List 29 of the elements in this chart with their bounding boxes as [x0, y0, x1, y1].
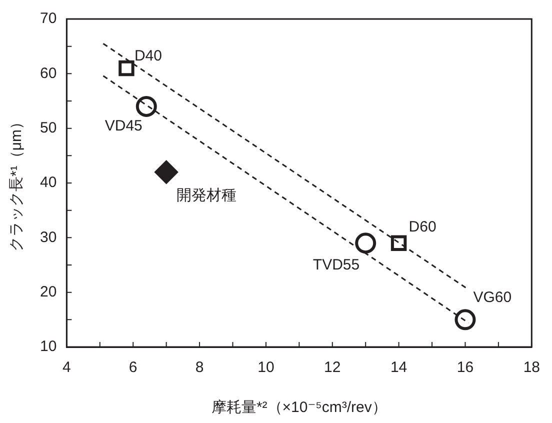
x-tick-label: 14 [390, 359, 408, 376]
point [136, 96, 157, 117]
y-axis-title: クラック長*¹（μm） [8, 114, 26, 252]
point [355, 232, 376, 254]
point [454, 309, 476, 330]
x-tick-label: 18 [523, 359, 540, 376]
y-tick-label: 10 [40, 338, 57, 356]
x-tick-label: 6 [128, 359, 138, 376]
point [154, 160, 178, 184]
x-tick-label: 8 [195, 359, 204, 376]
x-tick-label: 16 [456, 359, 474, 376]
annotation: TVD55 [312, 256, 360, 274]
point [118, 60, 134, 76]
y-tick-label: 40 [40, 174, 57, 192]
x-tick-label: 12 [324, 359, 341, 376]
x-tick-label: 4 [62, 359, 71, 376]
x-tick-label: 10 [258, 359, 274, 376]
annotation: 開発材種 [176, 187, 236, 204]
y-tick-label: 20 [40, 283, 57, 300]
y-tick-label: 50 [40, 119, 57, 136]
annotation: VG60 [473, 288, 512, 306]
y-tick-label: 70 [40, 10, 57, 28]
annotation: D60 [408, 218, 436, 236]
y-tick-label: 60 [40, 64, 57, 82]
annotation: D40 [134, 47, 162, 64]
x-axis-title: 摩耗量*²（×10⁻⁵cm³/rev） [211, 399, 387, 416]
y-tick-label: 30 [40, 228, 57, 246]
point [390, 235, 407, 251]
annotation: VD45 [104, 118, 142, 135]
